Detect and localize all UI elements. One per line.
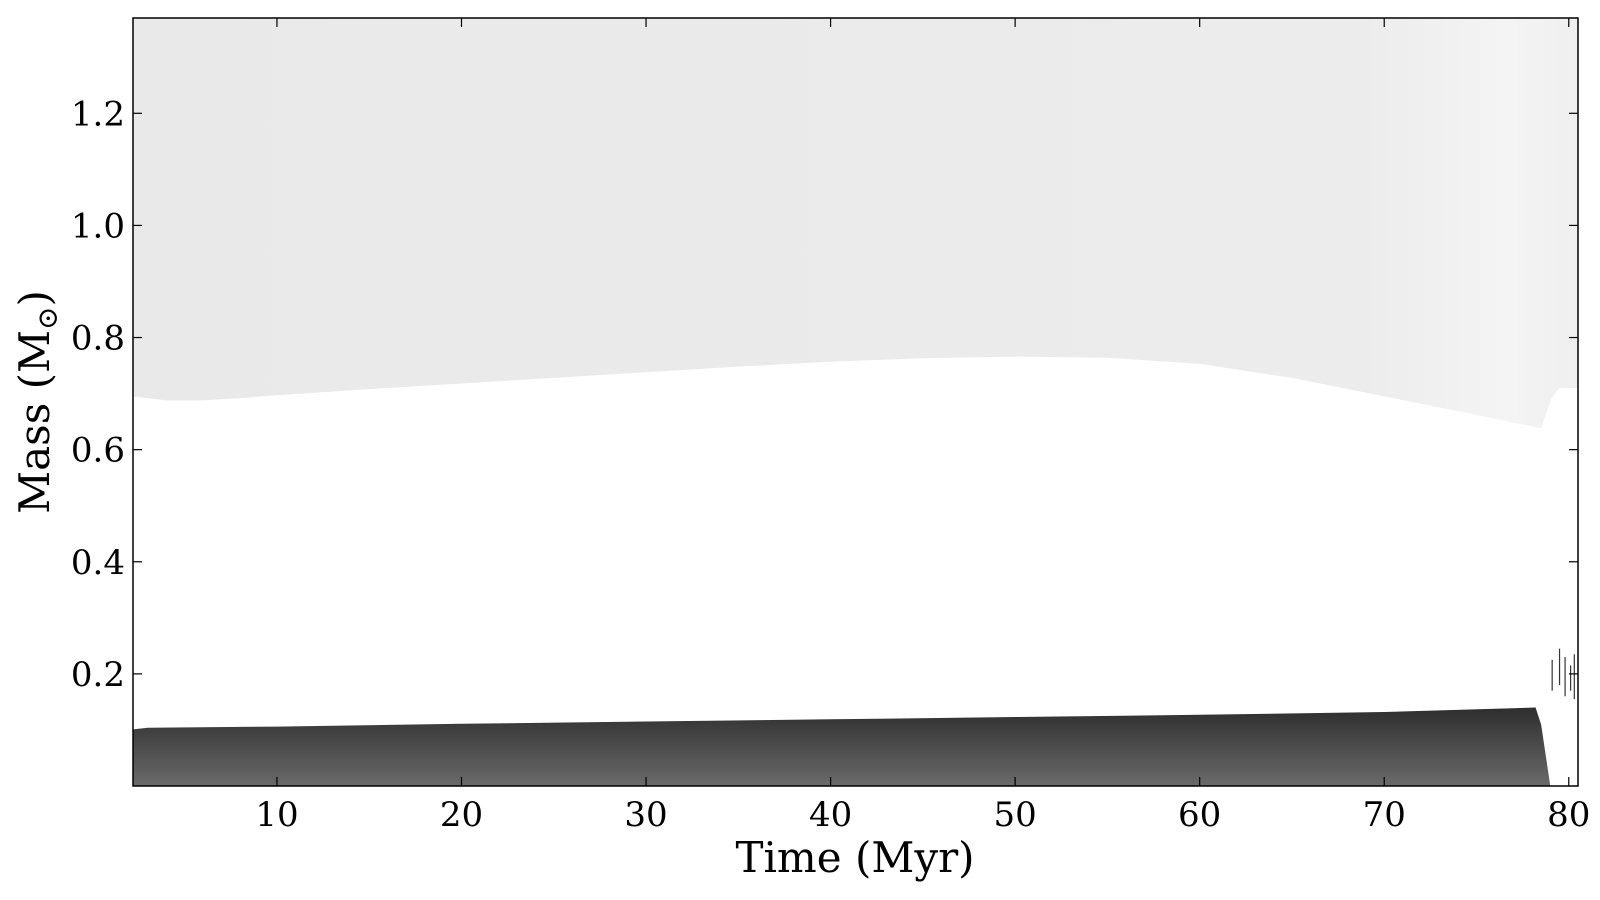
x-tick-label: 80	[1547, 795, 1590, 835]
y-axis-label: Mass (M⊙)	[10, 290, 64, 514]
y-tick-label: 0.6	[71, 431, 125, 471]
x-tick-label: 60	[1178, 795, 1221, 835]
core-region	[133, 707, 1551, 786]
y-axis-label-sun-symbol: ⊙	[31, 307, 64, 330]
y-axis-label-main: Mass (M	[10, 330, 59, 514]
y-tick-label: 1.2	[71, 94, 125, 134]
y-axis-label-close: )	[10, 290, 59, 306]
x-tick-label: 20	[440, 795, 483, 835]
plot-frame	[132, 17, 1579, 787]
y-tick-label: 0.2	[71, 655, 125, 695]
y-tick-label: 0.8	[71, 319, 125, 359]
x-tick-label: 10	[255, 795, 298, 835]
x-tick-label: 30	[624, 795, 667, 835]
envelope-region	[133, 18, 1578, 429]
axis-ticks: 10 20 30 40 50 60 70 80 0.2 0.4 0.6 0.8 1.0 1.2	[71, 18, 1590, 835]
x-tick-label: 70	[1363, 795, 1406, 835]
x-tick-label: 40	[809, 795, 852, 835]
x-tick-label: 50	[994, 795, 1037, 835]
x-axis-label: Time (Myr)	[735, 833, 974, 882]
y-tick-label: 0.4	[71, 543, 125, 583]
plot-area	[133, 18, 1578, 786]
y-tick-label: 1.0	[71, 206, 125, 246]
